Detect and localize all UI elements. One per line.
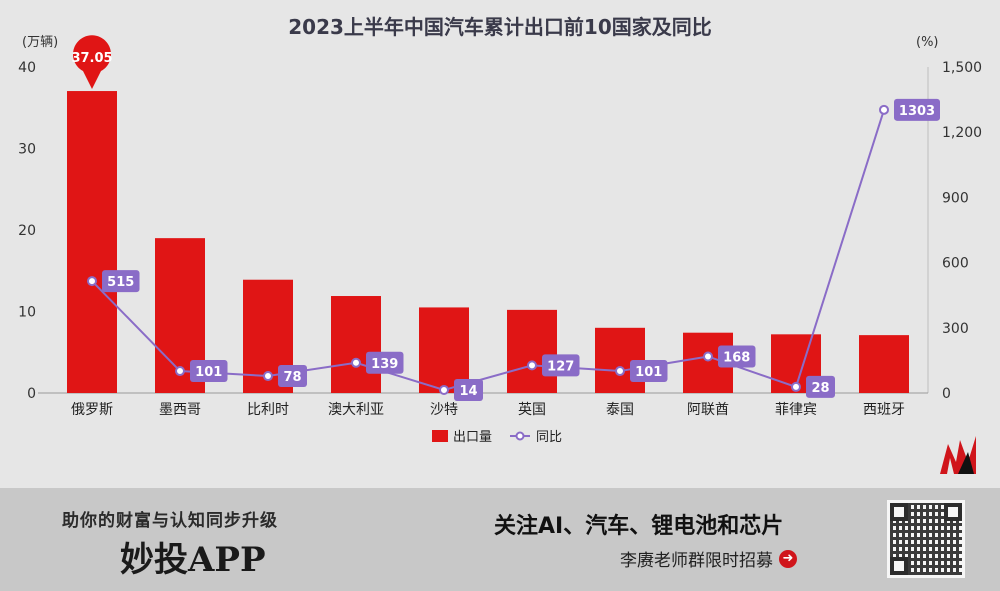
line-data-label-box	[366, 351, 404, 374]
bar	[859, 335, 909, 393]
category-label: 俄罗斯	[71, 402, 113, 418]
line-data-label-box	[630, 360, 668, 383]
line-data-label: 101	[630, 360, 668, 383]
line-point	[263, 371, 273, 382]
right-tick-label: 300	[942, 321, 969, 337]
line-data-label-box	[806, 375, 835, 398]
banner-slogan: 助你的财富与认知同步升级	[62, 511, 278, 531]
line-data-label-text: 515	[107, 275, 134, 290]
category-label: 菲律宾	[775, 402, 817, 418]
line-points-group: 515 101 78 139 14 127 101 168 28 1303	[87, 98, 940, 401]
top-value-pin: 37.05	[71, 35, 113, 90]
category-label: 西班牙	[863, 402, 905, 418]
bar	[67, 91, 117, 393]
chart-title: 2023上半年中国汽车累计出口前10国家及同比	[288, 15, 712, 39]
line-data-label: 14	[454, 378, 483, 401]
bars-group	[67, 91, 909, 393]
category-labels: 俄罗斯 墨西哥 比利时 澳大利亚 沙特 英国 泰国 阿联酋 菲律宾 西班牙	[71, 401, 905, 418]
legend-bar-label: 出口量	[453, 430, 492, 445]
category-label: 英国	[518, 401, 546, 418]
line-data-label-box	[278, 365, 307, 388]
brand-m-logo-icon	[940, 436, 976, 474]
line-data-label-text: 127	[547, 359, 574, 374]
banner-headline: 关注AI、汽车、锂电池和芯片	[494, 514, 784, 539]
arrow-right-circle-icon[interactable]: ➜	[779, 549, 797, 568]
line-data-label: 28	[806, 375, 835, 398]
category-label: 比利时	[247, 402, 289, 418]
left-tick-label: 0	[27, 386, 36, 402]
left-tick-label: 20	[18, 223, 36, 239]
legend-line-label: 同比	[536, 430, 562, 445]
banner-subline: 李赓老师群限时招募	[620, 551, 773, 571]
line-point	[703, 351, 713, 362]
line-data-label: 101	[190, 360, 228, 383]
line-data-label: 78	[278, 365, 307, 388]
left-axis-ticks: 0 10 20 30 40	[18, 60, 36, 402]
top-pin-label: 37.05	[71, 51, 112, 66]
legend: 出口量 同比	[432, 430, 562, 445]
left-tick-label: 10	[18, 305, 36, 321]
line-point	[791, 381, 801, 392]
line-data-label: 139	[366, 351, 404, 374]
bar	[331, 296, 381, 393]
line-data-label-text: 14	[459, 384, 477, 399]
line-data-label: 515	[102, 270, 140, 293]
line-data-label-text: 28	[811, 381, 829, 396]
promo-banner: 助你的财富与认知同步升级 妙投APP 关注AI、汽车、锂电池和芯片 李赓老师群限…	[0, 488, 1000, 591]
right-tick-label: 900	[942, 190, 969, 206]
line-data-label-box	[190, 360, 228, 383]
chart-area: 2023上半年中国汽车累计出口前10国家及同比 (万辆) (%) 0 10 20 30…	[18, 15, 983, 474]
line-data-label-box	[454, 378, 483, 401]
category-label: 沙特	[430, 402, 458, 418]
right-tick-label: 600	[942, 256, 969, 272]
line-data-label-box	[102, 270, 140, 293]
right-tick-label: 1,500	[942, 60, 982, 76]
left-axis-unit: (万辆)	[22, 35, 58, 50]
right-tick-label: 1,200	[942, 125, 982, 141]
line-point	[527, 360, 537, 371]
line-data-label-text: 139	[371, 357, 398, 372]
legend-bar-swatch	[432, 430, 448, 442]
line-point	[175, 366, 185, 377]
yoy-series-line	[91, 109, 885, 391]
line-data-label-text: 101	[195, 365, 222, 380]
bar	[419, 307, 469, 393]
right-axis-ticks: 0 300 600 900 1,200 1,500	[942, 60, 982, 402]
right-tick-label: 0	[942, 386, 951, 402]
left-tick-label: 30	[18, 142, 36, 158]
line-data-label-text: 168	[723, 350, 750, 365]
line-data-label-text: 78	[283, 370, 301, 385]
right-axis-unit: (%)	[916, 35, 939, 50]
banner-subline-link[interactable]: 李赓老师群限时招募 ➜	[620, 546, 797, 571]
bar	[507, 309, 557, 393]
line-data-label-box	[542, 354, 580, 377]
category-label: 墨西哥	[159, 402, 201, 418]
line-point	[615, 366, 625, 377]
left-tick-label: 40	[18, 60, 36, 76]
line-data-label: 1303	[894, 98, 940, 121]
category-label: 澳大利亚	[328, 402, 384, 418]
line-point	[87, 276, 97, 287]
legend-line-marker	[515, 431, 525, 441]
category-label: 泰国	[606, 402, 634, 418]
line-data-label-text: 1303	[899, 104, 935, 119]
line-data-label-text: 101	[635, 365, 662, 380]
qr-code-icon	[887, 500, 965, 578]
line-point	[439, 384, 449, 395]
top-pin-shape	[73, 35, 112, 90]
category-label: 阿联酋	[687, 401, 729, 418]
chart-svg: 2023上半年中国汽车累计出口前10国家及同比 (万辆) (%) 0 10 20 30…	[18, 15, 982, 445]
line-data-label-box	[718, 345, 756, 368]
line-data-label: 168	[718, 345, 756, 368]
line-point	[879, 104, 889, 115]
banner-brand: 妙投APP	[120, 540, 266, 580]
line-point	[351, 357, 361, 368]
line-data-label-box	[894, 98, 940, 121]
line-data-label: 127	[542, 354, 580, 377]
